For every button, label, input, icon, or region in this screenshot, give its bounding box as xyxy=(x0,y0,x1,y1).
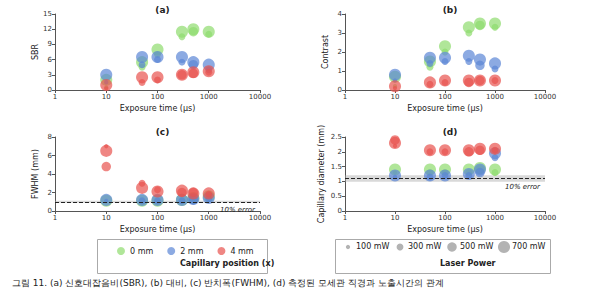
svg-text:8: 8 xyxy=(48,133,52,141)
svg-text:(c): (c) xyxy=(156,127,170,137)
svg-text:300 mW: 300 mW xyxy=(408,242,442,251)
svg-text:100: 100 xyxy=(151,93,164,101)
svg-text:1000: 1000 xyxy=(200,93,218,101)
svg-text:15: 15 xyxy=(43,10,52,18)
svg-text:100: 100 xyxy=(438,214,451,222)
svg-text:6: 6 xyxy=(48,56,53,64)
svg-text:0: 0 xyxy=(338,86,342,94)
svg-text:그림 11. (a) 신호대잡음비(SBR), (b) 대비: 그림 11. (a) 신호대잡음비(SBR), (b) 대비, (c) 반치폭(… xyxy=(12,278,444,288)
svg-text:1.5: 1.5 xyxy=(331,163,342,171)
svg-text:0: 0 xyxy=(48,86,52,94)
svg-text:0: 0 xyxy=(338,207,342,215)
svg-text:3: 3 xyxy=(338,29,342,37)
svg-text:1: 1 xyxy=(343,214,347,222)
svg-text:10% error: 10% error xyxy=(220,206,256,214)
svg-text:10000: 10000 xyxy=(249,93,271,101)
svg-text:2: 2 xyxy=(48,189,52,197)
svg-text:9: 9 xyxy=(48,40,52,48)
svg-text:100: 100 xyxy=(438,93,451,101)
svg-text:4 mm: 4 mm xyxy=(230,247,253,256)
svg-text:2.5: 2.5 xyxy=(331,133,342,141)
svg-text:4: 4 xyxy=(48,170,53,178)
svg-text:10: 10 xyxy=(102,214,111,222)
svg-text:0: 0 xyxy=(48,207,52,215)
svg-text:(b): (b) xyxy=(443,5,458,15)
svg-text:0.5: 0.5 xyxy=(331,192,342,200)
svg-text:Contrast: Contrast xyxy=(321,35,330,69)
svg-text:4: 4 xyxy=(338,10,343,18)
svg-text:2 mm: 2 mm xyxy=(180,247,203,256)
svg-text:(d): (d) xyxy=(443,127,458,137)
svg-text:0 mm: 0 mm xyxy=(130,247,153,256)
svg-text:500 mW: 500 mW xyxy=(460,242,494,251)
svg-text:3: 3 xyxy=(48,71,52,79)
svg-text:Exposure time (μs): Exposure time (μs) xyxy=(407,104,483,113)
svg-text:10% error: 10% error xyxy=(505,183,541,191)
svg-text:1000: 1000 xyxy=(200,214,218,222)
svg-text:100: 100 xyxy=(151,214,164,222)
svg-text:10000: 10000 xyxy=(534,214,556,222)
svg-text:SBR: SBR xyxy=(31,43,40,60)
svg-text:100 mW: 100 mW xyxy=(356,242,390,251)
svg-text:1000: 1000 xyxy=(486,93,504,101)
svg-text:1: 1 xyxy=(53,214,57,222)
svg-text:10: 10 xyxy=(391,214,400,222)
svg-text:Exposure time (μs): Exposure time (μs) xyxy=(407,225,483,234)
svg-text:10000: 10000 xyxy=(249,214,271,222)
svg-text:10: 10 xyxy=(102,93,111,101)
svg-text:10000: 10000 xyxy=(534,93,556,101)
svg-text:700 mW: 700 mW xyxy=(512,242,546,251)
svg-text:1000: 1000 xyxy=(486,214,504,222)
svg-text:(a): (a) xyxy=(155,5,169,15)
svg-text:1: 1 xyxy=(343,93,347,101)
svg-text:2: 2 xyxy=(338,148,342,156)
svg-text:Exposure time (μs): Exposure time (μs) xyxy=(120,104,196,113)
svg-text:10: 10 xyxy=(391,93,400,101)
svg-text:Exposure time (μs): Exposure time (μs) xyxy=(120,225,196,234)
svg-text:1: 1 xyxy=(53,93,57,101)
svg-text:2: 2 xyxy=(338,48,342,56)
svg-text:12: 12 xyxy=(43,25,52,33)
svg-text:1: 1 xyxy=(338,67,342,75)
svg-text:6: 6 xyxy=(48,152,53,160)
svg-text:FWHM (mm): FWHM (mm) xyxy=(31,149,40,199)
svg-text:1: 1 xyxy=(338,177,342,185)
svg-text:Capillary diameter (mm): Capillary diameter (mm) xyxy=(317,125,326,223)
svg-text:Capillary position (x): Capillary position (x) xyxy=(180,259,274,268)
svg-text:Laser Power: Laser Power xyxy=(440,259,496,268)
